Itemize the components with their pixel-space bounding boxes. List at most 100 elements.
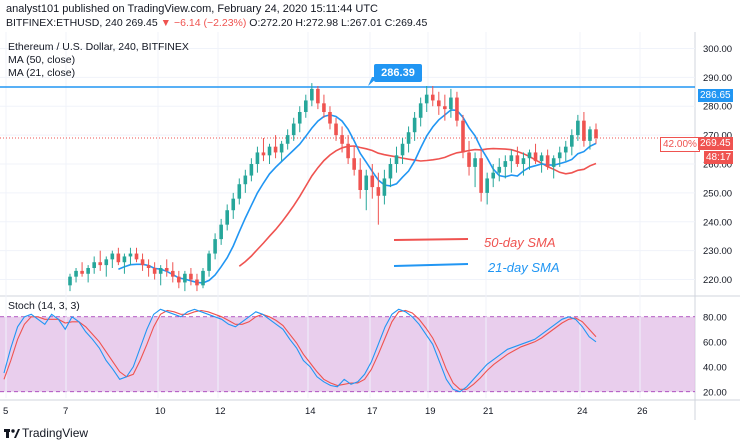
candle-body [146, 265, 151, 268]
level-price-tag: 286.65 [698, 89, 733, 102]
candle-body [551, 158, 556, 167]
candle-body [521, 158, 526, 164]
price-tick-label: 260.00 [703, 160, 732, 171]
candle-body [400, 143, 405, 156]
time-tick-label: 19 [425, 406, 436, 417]
candle-body [437, 100, 441, 107]
candle-body [491, 172, 496, 179]
candle-body [291, 123, 296, 136]
stoch-tick-label: 20.00 [703, 387, 727, 398]
candle-body [594, 129, 598, 138]
time-tick-label: 5 [3, 406, 8, 417]
candle-body [449, 97, 453, 110]
candle-body [92, 262, 96, 268]
time-tick-label: 26 [637, 406, 648, 417]
candle-body [297, 112, 302, 124]
candle-body [515, 155, 520, 164]
candle-body [352, 158, 356, 170]
price-change: ▼ −6.14 (−2.23%) [160, 17, 247, 29]
time-tick-label: 7 [63, 406, 68, 417]
candle-body [455, 97, 459, 121]
candle-countdown-tag: 48:17 [704, 151, 734, 164]
candle-body [557, 152, 562, 159]
candle-body [255, 152, 260, 164]
candle-body [334, 123, 338, 136]
last-price: 269.45 [125, 17, 158, 29]
chart-header: analyst101 published on TradingView.com,… [0, 0, 740, 32]
candle-body [231, 198, 236, 211]
candle-body [279, 143, 284, 153]
legend-title: Ethereum / U.S. Dollar, 240, BITFINEX [8, 41, 189, 53]
candle-body [382, 178, 387, 196]
candle-body [388, 164, 393, 179]
candle-body [134, 253, 139, 260]
candle-body [285, 135, 290, 144]
candle-body [122, 256, 127, 263]
candle-body [303, 100, 308, 112]
sma21-annotation-line [393, 263, 469, 267]
price-tick-label: 250.00 [703, 188, 732, 199]
candle-body [533, 152, 538, 162]
candle-body [497, 166, 502, 173]
candle-body [273, 146, 278, 153]
candle-body [582, 120, 586, 141]
candle-body [183, 273, 187, 283]
candle-body [164, 268, 169, 271]
candle-body [563, 146, 568, 153]
candle-body [219, 224, 223, 240]
sma21-annotation: 21-day SMA [488, 260, 560, 275]
candle-body [310, 88, 314, 101]
candle-body [346, 143, 350, 159]
candle-body [527, 152, 532, 159]
candle-body [545, 155, 550, 167]
stoch-d-line [3, 309, 597, 390]
candle-body [430, 94, 435, 101]
candle-body [503, 161, 508, 167]
candle-body [243, 175, 248, 185]
price-tick-label: 220.00 [703, 275, 732, 286]
price-tick-label: 230.00 [703, 246, 732, 257]
candle-body [406, 132, 411, 144]
sma50-annotation-line [393, 238, 469, 241]
price-tick-label: 290.00 [703, 73, 732, 84]
price-chart[interactable]: 220.00 230.00 240.00 250.00 260.00 270.00 280.… [0, 32, 740, 420]
candle-body [177, 276, 181, 283]
percent-tag: 42.00% [660, 137, 700, 152]
candle-body [195, 279, 199, 286]
candle-body [364, 175, 369, 190]
candle-body [588, 129, 592, 141]
candle-body [74, 270, 78, 277]
candle-body [158, 268, 163, 274]
candle-body [394, 155, 399, 164]
candle-body [461, 120, 465, 153]
candle-body [140, 259, 145, 266]
candle-body [376, 187, 381, 196]
candle-body [479, 158, 483, 193]
candle-body [98, 262, 103, 266]
symbol-label: BITFINEX:ETHUSD, 240 [6, 17, 123, 29]
candle-body [424, 94, 429, 104]
time-tick-label: 21 [483, 406, 494, 417]
candle-body [261, 152, 266, 156]
candle-body [152, 268, 157, 274]
last-price-tag: 269.45 [698, 137, 733, 150]
stoch-label: Stoch (14, 3, 3) [8, 300, 80, 312]
candle-body [328, 112, 332, 124]
time-tick-label: 17 [367, 406, 378, 417]
candle-body [322, 103, 326, 112]
stoch-tick-label: 40.00 [703, 362, 727, 373]
candle-body [570, 135, 574, 147]
sma50-annotation: 50-day SMA [484, 235, 556, 250]
candle-body [539, 155, 544, 162]
candle-body [358, 169, 363, 190]
candle-body [68, 276, 72, 286]
candle-body [316, 88, 320, 104]
candle-body [467, 152, 471, 167]
stoch-band [0, 316, 695, 392]
price-tick-label: 240.00 [703, 217, 732, 228]
candle-body [213, 239, 217, 254]
candle-body [249, 164, 254, 176]
footer: TradingView [0, 420, 740, 446]
candle-body [170, 270, 175, 277]
candle-body [116, 253, 121, 263]
